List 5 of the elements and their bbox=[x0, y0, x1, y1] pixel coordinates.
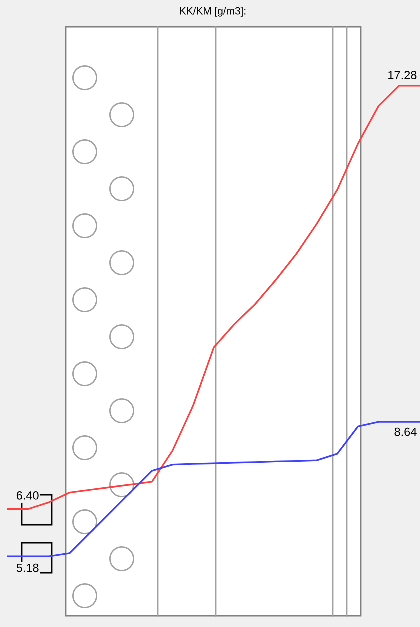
data-label: 8.64 bbox=[394, 428, 417, 436]
data-label: 6.40 bbox=[16, 492, 39, 500]
data-label: 17.28 bbox=[388, 71, 417, 80]
text: KK/KM [g/m3]: bbox=[180, 7, 246, 17]
data-label: 5.18 bbox=[16, 564, 39, 572]
